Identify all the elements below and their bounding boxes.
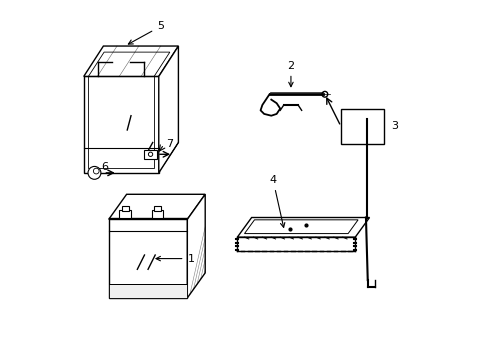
Text: 2: 2 (287, 61, 294, 87)
Text: 6: 6 (102, 162, 108, 172)
Circle shape (88, 166, 101, 179)
Polygon shape (237, 217, 369, 237)
Bar (108, 219, 187, 298)
Circle shape (148, 152, 152, 157)
Text: 3: 3 (390, 121, 397, 131)
Text: 4: 4 (269, 175, 284, 227)
Bar (119, 210, 131, 217)
Bar (122, 206, 128, 211)
Polygon shape (108, 194, 205, 219)
Bar (153, 206, 161, 211)
Bar (340, 109, 383, 144)
Polygon shape (159, 46, 178, 173)
Bar (88, 76, 154, 168)
Circle shape (93, 168, 99, 174)
Bar (108, 284, 187, 298)
Bar (144, 150, 157, 158)
Bar (151, 210, 163, 217)
Text: 7: 7 (165, 139, 173, 149)
Polygon shape (187, 194, 205, 298)
Polygon shape (83, 46, 178, 76)
Text: 5: 5 (128, 21, 163, 44)
Text: 1: 1 (156, 253, 194, 264)
Bar (83, 76, 159, 173)
